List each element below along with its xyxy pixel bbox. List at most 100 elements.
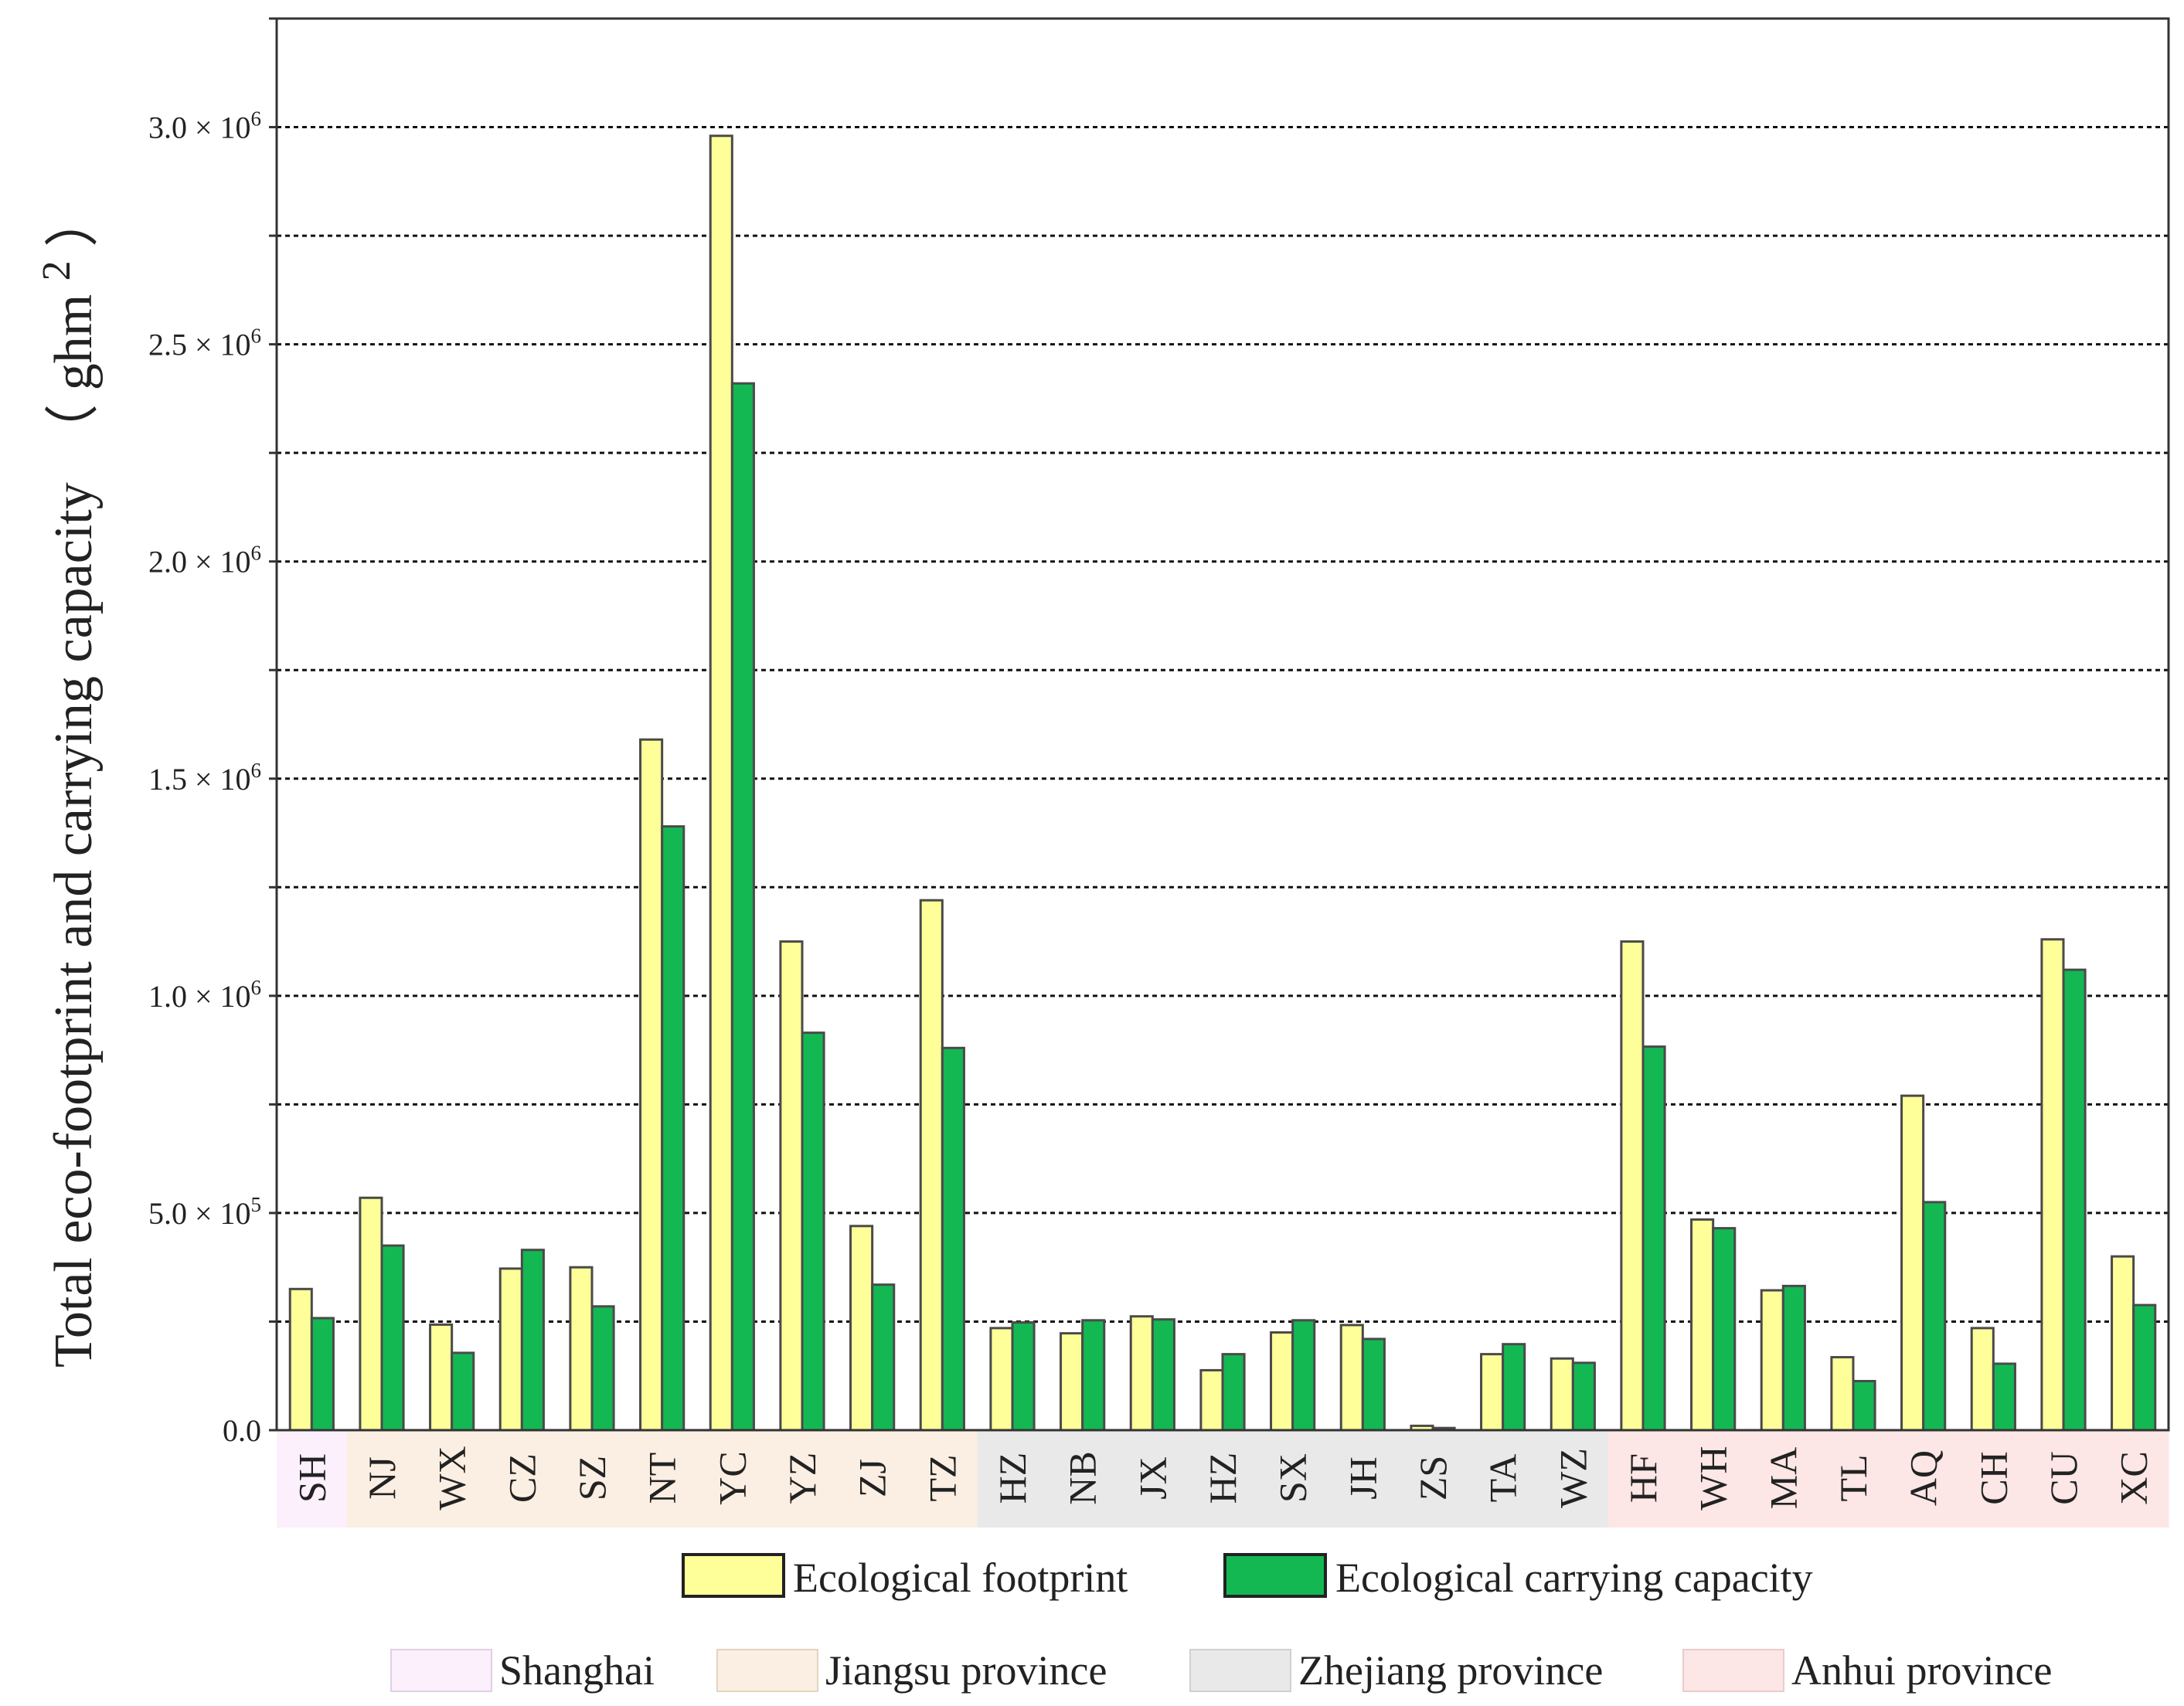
legend-label-footprint: Ecological footprint bbox=[793, 1555, 1128, 1601]
legend-label-zhejiang: Zhejiang province bbox=[1298, 1647, 1603, 1694]
footprint-bar-wx bbox=[429, 1323, 454, 1432]
legend-label-anhui: Anhui province bbox=[1791, 1647, 2052, 1694]
y-tick-label: 2.0 × 106 bbox=[148, 542, 261, 579]
footprint-bar-wz bbox=[1550, 1357, 1574, 1432]
category-label-hz: HZ bbox=[1201, 1453, 1244, 1504]
capacity-bar-yc bbox=[730, 382, 755, 1432]
footprint-bar-sh bbox=[288, 1287, 313, 1432]
legend-label-jiangsu: Jiangsu province bbox=[825, 1647, 1107, 1694]
category-label-nj: NJ bbox=[360, 1456, 403, 1500]
region-band-6 bbox=[627, 1430, 698, 1528]
region-band-16 bbox=[1328, 1430, 1399, 1528]
y-axis-title: Total eco-footprint and carrying capacit… bbox=[22, 193, 104, 1368]
capacity-bar-cu bbox=[2062, 968, 2087, 1432]
y-axis-title-sup: 2 bbox=[35, 260, 79, 280]
region-band-27 bbox=[2098, 1430, 2169, 1528]
footprint-bar-cz bbox=[498, 1267, 523, 1432]
bars bbox=[288, 134, 2157, 1432]
footprint-bar-nb bbox=[1060, 1332, 1084, 1432]
category-label-nb: NB bbox=[1061, 1451, 1104, 1504]
region-band-24 bbox=[1888, 1430, 1959, 1528]
footprint-bar-ch bbox=[1970, 1327, 1995, 1432]
category-label-hz: HZ bbox=[991, 1453, 1034, 1504]
legend-swatch-anhui bbox=[1682, 1649, 1784, 1692]
capacity-bar-wh bbox=[1712, 1227, 1737, 1432]
plot-frame bbox=[275, 17, 2170, 1432]
category-label-hf: HF bbox=[1621, 1453, 1665, 1503]
category-label-wh: WH bbox=[1692, 1446, 1735, 1510]
category-label-ta: TA bbox=[1482, 1454, 1525, 1503]
region-band-25 bbox=[1958, 1430, 2029, 1528]
category-label-sz: SZ bbox=[570, 1456, 614, 1500]
region-bands bbox=[277, 1430, 2169, 1528]
y-axis-title-main: Total eco-footprint and carrying capacit… bbox=[44, 482, 104, 1368]
footprint-bar-hf bbox=[1620, 940, 1645, 1432]
capacity-bar-zj bbox=[871, 1283, 896, 1432]
region-band-5 bbox=[556, 1430, 628, 1528]
legend-label-capacity: Ecological carrying capacity bbox=[1335, 1555, 1813, 1601]
region-band-4 bbox=[487, 1430, 558, 1528]
y-tick-label: 0.0 bbox=[223, 1413, 261, 1448]
footprint-bar-cu bbox=[2040, 938, 2065, 1432]
category-label-zj: ZJ bbox=[851, 1459, 894, 1497]
legend-swatch-shanghai bbox=[390, 1649, 492, 1692]
footprint-bar-jh bbox=[1339, 1324, 1364, 1432]
region-band-1 bbox=[277, 1430, 348, 1528]
capacity-bar-nj bbox=[380, 1244, 405, 1432]
footprint-bar-ma bbox=[1760, 1289, 1784, 1432]
category-label-aq: AQ bbox=[1902, 1450, 1945, 1506]
category-label-cz: CZ bbox=[500, 1453, 543, 1503]
region-band-21 bbox=[1678, 1430, 1749, 1528]
region-band-12 bbox=[1047, 1430, 1118, 1528]
region-legend: Shanghai Jiangsu province Zhejiang provi… bbox=[390, 1647, 2052, 1694]
capacity-bar-sh bbox=[310, 1317, 335, 1432]
y-axis: 0.0 5.0 × 105 1.0 × 106 1.5 × 106 2.0 × 106 2… bbox=[148, 17, 277, 1448]
y-axis-title-close: ） bbox=[44, 193, 104, 247]
footprint-bar-xc bbox=[2111, 1255, 2135, 1432]
footprint-bar-tl bbox=[1830, 1356, 1855, 1432]
capacity-bar-hf bbox=[1641, 1045, 1666, 1432]
y-tick-label: 2.5 × 106 bbox=[148, 325, 261, 362]
region-band-3 bbox=[417, 1430, 488, 1528]
region-band-10 bbox=[907, 1430, 978, 1528]
y-tick-label: 5.0 × 105 bbox=[148, 1193, 261, 1231]
capacity-bar-yz bbox=[801, 1031, 825, 1432]
gridlines bbox=[277, 126, 2169, 1323]
series-legend: Ecological footprint Ecological carrying… bbox=[682, 1553, 1813, 1601]
capacity-bar-aq bbox=[1922, 1201, 1947, 1432]
region-band-20 bbox=[1607, 1430, 1679, 1528]
capacity-bar-tl bbox=[1852, 1379, 1876, 1432]
y-tick-label: 1.5 × 106 bbox=[148, 759, 261, 797]
region-band-19 bbox=[1538, 1430, 1609, 1528]
region-band-9 bbox=[837, 1430, 908, 1528]
capacity-bar-wz bbox=[1571, 1361, 1596, 1432]
footprint-bar-yc bbox=[709, 134, 733, 1432]
footprint-bar-yz bbox=[779, 940, 804, 1432]
footprint-bar-hz bbox=[1199, 1368, 1224, 1432]
category-label-jh: JH bbox=[1341, 1456, 1384, 1500]
footprint-bar-jx bbox=[1129, 1315, 1154, 1432]
capacity-bar-hz bbox=[1011, 1321, 1036, 1432]
footprint-bar-ta bbox=[1480, 1353, 1505, 1432]
legend-swatch-jiangsu bbox=[716, 1649, 818, 1692]
region-band-26 bbox=[2028, 1430, 2099, 1528]
y-tick-label: 1.0 × 106 bbox=[148, 976, 261, 1014]
category-label-yz: YZ bbox=[781, 1453, 824, 1504]
category-label-sx: SX bbox=[1271, 1453, 1315, 1503]
capacity-bar-ch bbox=[1992, 1362, 2016, 1432]
region-band-15 bbox=[1257, 1430, 1328, 1528]
capacity-bar-ta bbox=[1502, 1343, 1526, 1432]
footprint-bar-wh bbox=[1690, 1218, 1715, 1432]
footprint-bar-sz bbox=[569, 1266, 594, 1432]
y-tick-label: 3.0 × 106 bbox=[148, 107, 261, 145]
y-axis-title-unit: ghm bbox=[44, 294, 104, 390]
category-label-wx: WX bbox=[430, 1446, 474, 1510]
category-label-tz: TZ bbox=[920, 1454, 964, 1501]
region-band-18 bbox=[1468, 1430, 1539, 1528]
region-band-13 bbox=[1118, 1430, 1189, 1528]
capacity-bar-jh bbox=[1361, 1337, 1386, 1432]
category-label-wz: WZ bbox=[1551, 1448, 1594, 1508]
capacity-bar-hz bbox=[1221, 1353, 1246, 1432]
footprint-bar-sx bbox=[1270, 1331, 1294, 1432]
